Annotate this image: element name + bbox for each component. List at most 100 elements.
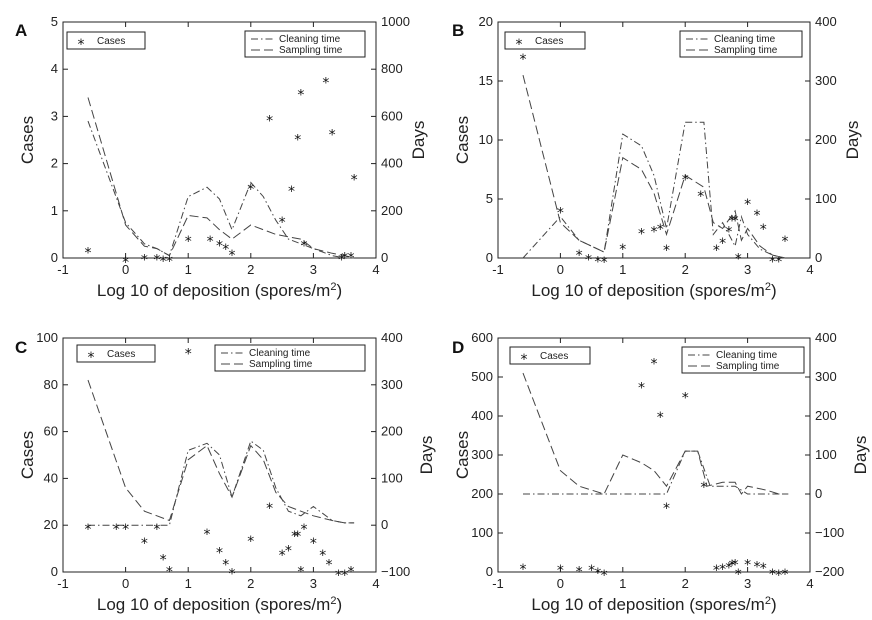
case-point: * (326, 557, 333, 573)
case-point: * (122, 255, 129, 271)
y2-tick-label: −100 (815, 525, 844, 540)
panel-label: D (452, 338, 464, 357)
y-tick-label: 400 (471, 408, 493, 423)
panel-d: D-1 0 1 2 3 40100200300400500600−200−10001002… (452, 330, 870, 614)
case-point: * (229, 248, 236, 264)
case-point: * (85, 246, 92, 262)
y-tick-label: 100 (36, 330, 58, 345)
case-point: * (651, 224, 658, 240)
case-point: * (557, 205, 564, 221)
case-point: * (185, 347, 192, 363)
y2-tick-label: 200 (381, 203, 403, 218)
x-tick-label: 1 (619, 262, 626, 277)
case-point: * (719, 236, 726, 252)
case-point: * (651, 356, 658, 372)
legend-lines-box (214, 344, 366, 372)
case-point: * (638, 381, 645, 397)
case-point: * (775, 254, 782, 270)
case-point: * (153, 522, 160, 538)
series-sampling-time (87, 379, 355, 524)
y2-tick-label: 200 (815, 408, 837, 423)
case-point: * (141, 253, 148, 269)
legend-lines-box (679, 30, 803, 58)
x-tick-label: 4 (806, 262, 813, 277)
case-point: * (588, 563, 595, 579)
panel-c: C-1 0 1 2 3 4020406080100−1000100200300400Log… (15, 330, 436, 614)
y-tick-label: 600 (471, 330, 493, 345)
y-tick-label: 500 (471, 369, 493, 384)
x-tick-label: 3 (744, 576, 751, 591)
case-point: * (576, 248, 583, 264)
case-point: * (782, 567, 789, 583)
case-point: * (760, 561, 767, 577)
plot-frame (62, 21, 377, 259)
case-point: * (697, 189, 704, 205)
y2-tick-label: 600 (381, 108, 403, 123)
y-tick-label: 15 (479, 73, 493, 88)
case-point: * (247, 182, 254, 198)
y-tick-label: 5 (51, 14, 58, 29)
legend-lines-box (244, 30, 366, 58)
y2-tick-label: 0 (381, 517, 388, 532)
y2-tick-label: −100 (381, 564, 410, 579)
y-axis-label: Cases (453, 116, 472, 164)
legend-cases-box (509, 346, 591, 365)
case-point: * (760, 222, 767, 238)
y-tick-label: 80 (44, 377, 58, 392)
y-tick-label: 40 (44, 470, 58, 485)
x-tick-label: 4 (372, 576, 379, 591)
legend-sampling-label: Sampling time (714, 45, 778, 56)
x-tick-label: 3 (310, 576, 317, 591)
x-tick-label: 3 (310, 262, 317, 277)
y-axis-label: Cases (18, 116, 37, 164)
case-point: * (279, 548, 286, 564)
case-point: * (519, 52, 526, 68)
panel-label: A (15, 21, 27, 40)
x-tick-label: 4 (372, 262, 379, 277)
case-point: * (294, 529, 301, 545)
y-tick-label: 3 (51, 108, 58, 123)
series-cleaning-time (522, 121, 786, 259)
case-point: * (519, 562, 526, 578)
case-point: * (85, 522, 92, 538)
legend-cases-box (66, 31, 146, 50)
x-tick-label: 0 (122, 262, 129, 277)
case-point: * (341, 568, 348, 584)
x-tick-label: 4 (806, 576, 813, 591)
case-point: * (782, 234, 789, 250)
case-point: * (775, 568, 782, 584)
y2-tick-label: 400 (381, 156, 403, 171)
x-tick-label: -1 (57, 262, 69, 277)
x-axis-label: Log 10 of deposition (spores/m2) (531, 281, 776, 300)
case-point: * (294, 132, 301, 148)
y2-tick-label: −200 (815, 564, 844, 579)
case-point: * (682, 172, 689, 188)
series-sampling-time (522, 74, 786, 259)
y2-tick-label: 100 (815, 447, 837, 462)
y2-tick-label: 800 (381, 61, 403, 76)
case-point: * (216, 546, 223, 562)
y2-axis-label: Days (851, 436, 870, 475)
series-sampling-time (522, 372, 789, 495)
y2-tick-label: 100 (815, 191, 837, 206)
case-point: * (753, 559, 760, 575)
y2-tick-label: 300 (381, 377, 403, 392)
case-point: * (725, 224, 732, 240)
legend-cases-label: Cases (540, 351, 568, 362)
case-point: * (203, 527, 210, 543)
case-point: * (297, 564, 304, 580)
case-point: * (576, 564, 583, 580)
legend-cleaning-label: Cleaning time (279, 34, 341, 45)
case-point: * (638, 227, 645, 243)
y-tick-label: 20 (44, 517, 58, 532)
x-tick-label: -1 (492, 576, 504, 591)
series-sampling-time (87, 97, 355, 259)
y2-tick-label: 0 (815, 250, 822, 265)
case-point: * (594, 566, 601, 582)
y2-tick-label: 0 (381, 250, 388, 265)
legend-cleaning-label: Cleaning time (249, 348, 311, 359)
case-point: * (166, 254, 173, 270)
case-point: * (329, 128, 336, 144)
case-point: * (301, 238, 308, 254)
